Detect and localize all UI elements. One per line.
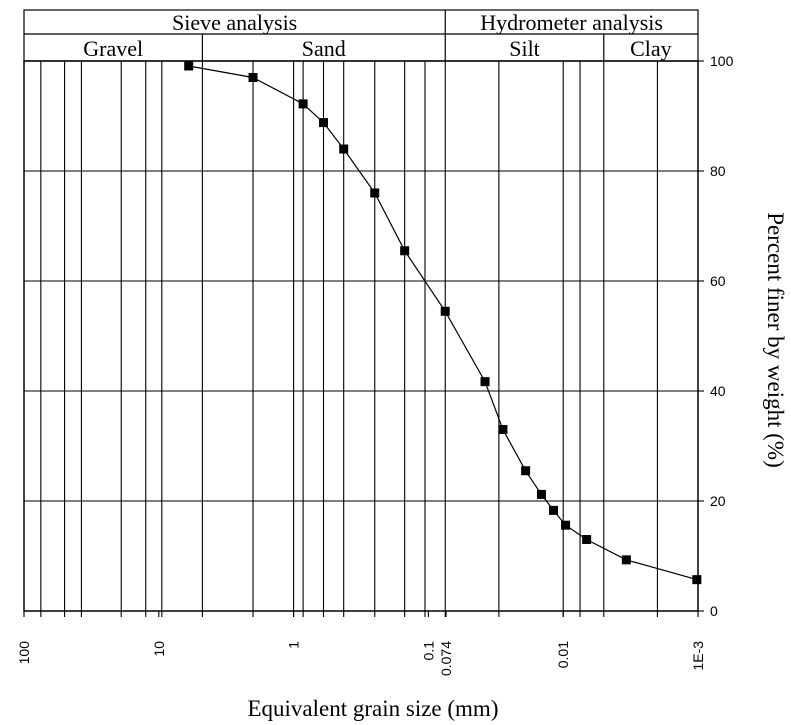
- data-point-marker: [339, 144, 349, 154]
- data-point-marker: [692, 575, 702, 585]
- x-tick-label: 0.1: [420, 641, 436, 661]
- y-tick-label: 40: [710, 383, 726, 399]
- y-tick-label: 20: [710, 493, 726, 509]
- y-axis-label: Percent finer by weight (%): [763, 212, 788, 467]
- x-tick-label: 1E-3: [690, 641, 706, 671]
- header-method-label: Sieve analysis: [172, 10, 297, 35]
- plot-frame: [23, 60, 699, 612]
- header-class-label: Clay: [630, 36, 672, 61]
- data-point-marker: [582, 535, 592, 544]
- data-point-marker: [400, 246, 410, 256]
- y-tick-label: 0: [710, 603, 718, 619]
- header-class-label: Sand: [302, 36, 346, 61]
- data-point-marker: [498, 425, 508, 434]
- y-axis-ticks: 0 20 40 60 80 100: [698, 53, 734, 619]
- data-series: [184, 61, 702, 585]
- x-axis-ticks: 100 10 1 0.1 0.074 0.01 1E-3: [16, 611, 706, 676]
- x-tick-label: 10: [151, 641, 167, 657]
- data-point-marker: [521, 466, 531, 476]
- data-point-marker: [184, 61, 194, 71]
- data-point-marker: [370, 188, 380, 198]
- x-tick-label: 1: [286, 641, 302, 649]
- y-tick-label: 60: [710, 273, 726, 289]
- x-tick-label: 0.01: [555, 641, 571, 668]
- y-tick-label: 100: [710, 53, 734, 69]
- header-method-label: Hydrometer analysis: [480, 10, 663, 35]
- chart-header: Sieve analysis Hydrometer analysis Gravel S…: [23, 9, 699, 62]
- data-point-marker: [480, 377, 490, 387]
- data-point-marker: [440, 306, 450, 316]
- data-point-marker: [549, 505, 559, 515]
- data-point-marker: [319, 118, 329, 128]
- y-tick-label: 80: [710, 163, 726, 179]
- series-line: [188, 65, 697, 581]
- x-tick-label: 0.074: [438, 641, 454, 676]
- x-tick-label: 100: [16, 641, 32, 665]
- data-point-marker: [536, 489, 546, 499]
- x-axis-label: Equivalent grain size (mm): [247, 696, 498, 721]
- data-point-marker: [621, 555, 631, 565]
- header-class-label: Gravel: [83, 36, 143, 61]
- data-point-marker: [298, 99, 308, 109]
- header-class-label: Silt: [509, 36, 540, 61]
- data-point-marker: [248, 73, 258, 82]
- chart-gridlines: [24, 60, 698, 617]
- data-point-marker: [561, 520, 571, 530]
